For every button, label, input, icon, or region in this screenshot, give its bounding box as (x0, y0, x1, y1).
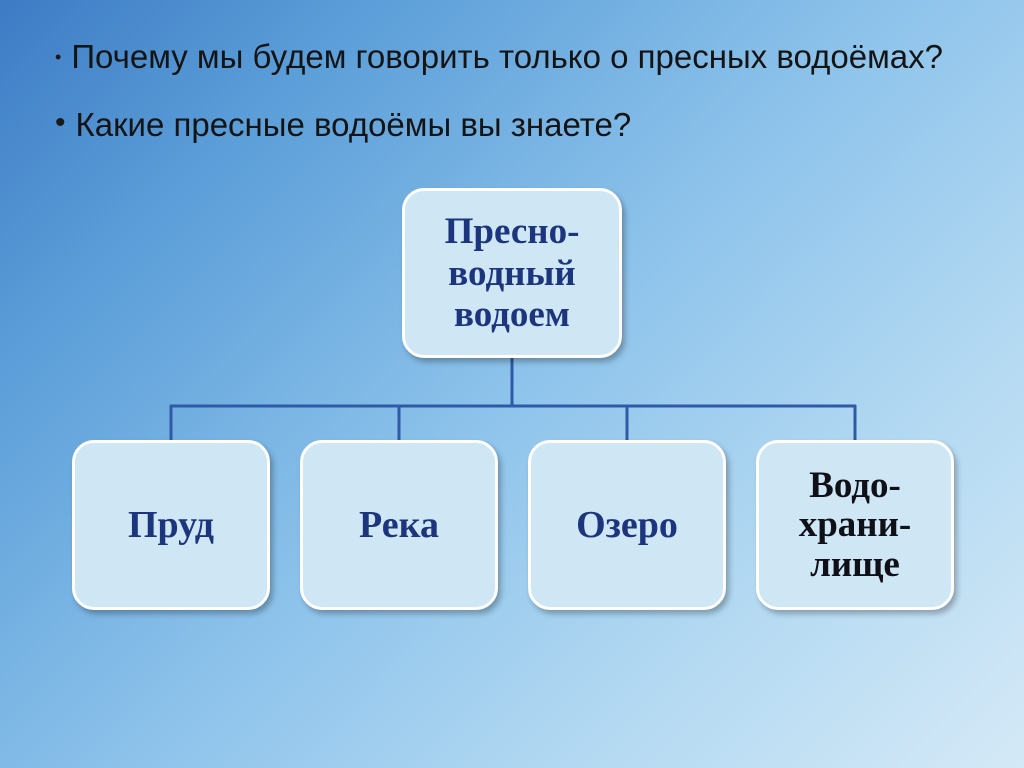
bullet-icon: • (55, 104, 66, 138)
freshwater-diagram: Пресно- водный водоем ПрудРекаОзероВодо- … (72, 188, 952, 618)
question-2-text: Какие пресные водоёмы вы знаете? (76, 104, 632, 146)
slide-content: • Почему мы будем говорить только о прес… (0, 0, 1024, 768)
question-2-row: • Какие пресные водоёмы вы знаете? (55, 104, 969, 146)
diagram-child-0: Пруд (72, 440, 270, 610)
bullet-icon: • (55, 36, 61, 66)
question-1-row: • Почему мы будем говорить только о прес… (55, 36, 969, 78)
diagram-root: Пресно- водный водоем (402, 188, 622, 358)
diagram-child-1: Река (300, 440, 498, 610)
diagram-child-3: Водо- храни- лище (756, 440, 954, 610)
diagram-child-2: Озеро (528, 440, 726, 610)
question-1-text: Почему мы будем говорить только о пресны… (71, 36, 943, 78)
